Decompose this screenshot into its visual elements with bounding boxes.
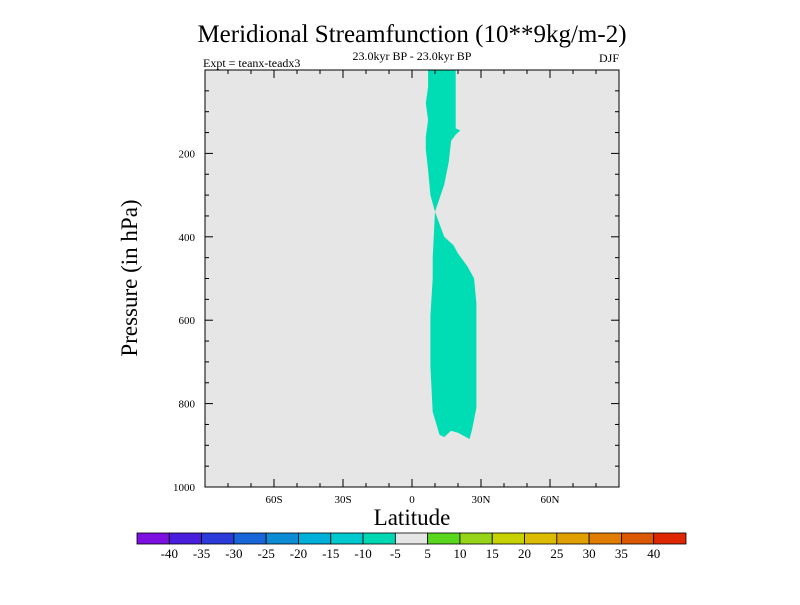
colorbar-box xyxy=(136,532,170,545)
x-tick-label: 60N xyxy=(541,494,560,506)
y-tick-label: 800 xyxy=(179,399,196,411)
colorbar-label: 35 xyxy=(615,546,628,561)
colorbar-label: 30 xyxy=(583,546,596,561)
colorbar-label: -20 xyxy=(290,546,307,561)
x-tick-label: 30S xyxy=(334,494,351,506)
colorbar-box xyxy=(330,532,364,545)
chart-title: Meridional Streamfunction (10**9kg/m-2) xyxy=(197,21,626,48)
colorbar-label: -5 xyxy=(390,546,401,561)
axis-ticks: 60S 30S 0 30N 60N 200 400 600 800 1000 xyxy=(173,70,619,506)
chart-subtitle: 23.0kyr BP - 23.0kyr BP xyxy=(353,49,472,63)
colorbar-label: 20 xyxy=(518,546,531,561)
colorbar-label: -30 xyxy=(225,546,242,561)
colorbar-box xyxy=(233,532,267,545)
colorbar-label: -40 xyxy=(161,546,178,561)
colorbar-label: 10 xyxy=(453,546,466,561)
colorbar-label: 40 xyxy=(647,546,660,561)
colorbar-label: -25 xyxy=(258,546,275,561)
colorbar-box xyxy=(298,532,332,545)
colorbar-box xyxy=(394,532,429,545)
colorbar-box xyxy=(427,532,461,545)
x-tick-label: 60S xyxy=(265,494,282,506)
colorbar-box xyxy=(362,532,396,545)
colorbar-box xyxy=(491,532,525,545)
colorbar-box xyxy=(556,532,590,545)
colorbar-box xyxy=(201,532,235,545)
y-tick-label: 200 xyxy=(179,148,196,160)
y-axis-label: Pressure (in hPa) xyxy=(117,199,142,356)
colorbar: -40 -35 -30 -25 -20 -15 -10 -5 5 10 15 20 25 30 35 40 xyxy=(136,532,687,561)
colorbar-label: -35 xyxy=(193,546,210,561)
contour-region-lower-lobe xyxy=(430,211,477,439)
colorbar-label: 15 xyxy=(486,546,499,561)
experiment-label: Expt = teanx-teadx3 xyxy=(203,56,300,70)
x-tick-label: 0 xyxy=(409,494,415,506)
colorbar-box xyxy=(653,532,687,545)
season-label: DJF xyxy=(599,51,619,65)
contour-fills xyxy=(425,70,477,439)
colorbar-label: -15 xyxy=(322,546,339,561)
colorbar-box xyxy=(265,532,299,545)
colorbar-label: -10 xyxy=(354,546,371,561)
y-tick-label: 1000 xyxy=(173,482,196,494)
contour-region-upper-lobe xyxy=(425,70,461,212)
x-axis-label: Latitude xyxy=(374,505,451,530)
colorbar-label: 5 xyxy=(424,546,431,561)
plot-area xyxy=(205,70,619,487)
colorbar-box xyxy=(168,532,202,545)
y-tick-label: 600 xyxy=(179,315,196,327)
colorbar-label: 25 xyxy=(550,546,563,561)
colorbar-box xyxy=(621,532,655,545)
colorbar-box xyxy=(524,532,558,545)
colorbar-box xyxy=(588,532,622,545)
colorbar-box xyxy=(459,532,493,545)
y-tick-label: 400 xyxy=(179,232,196,244)
x-tick-label: 30N xyxy=(472,494,491,506)
